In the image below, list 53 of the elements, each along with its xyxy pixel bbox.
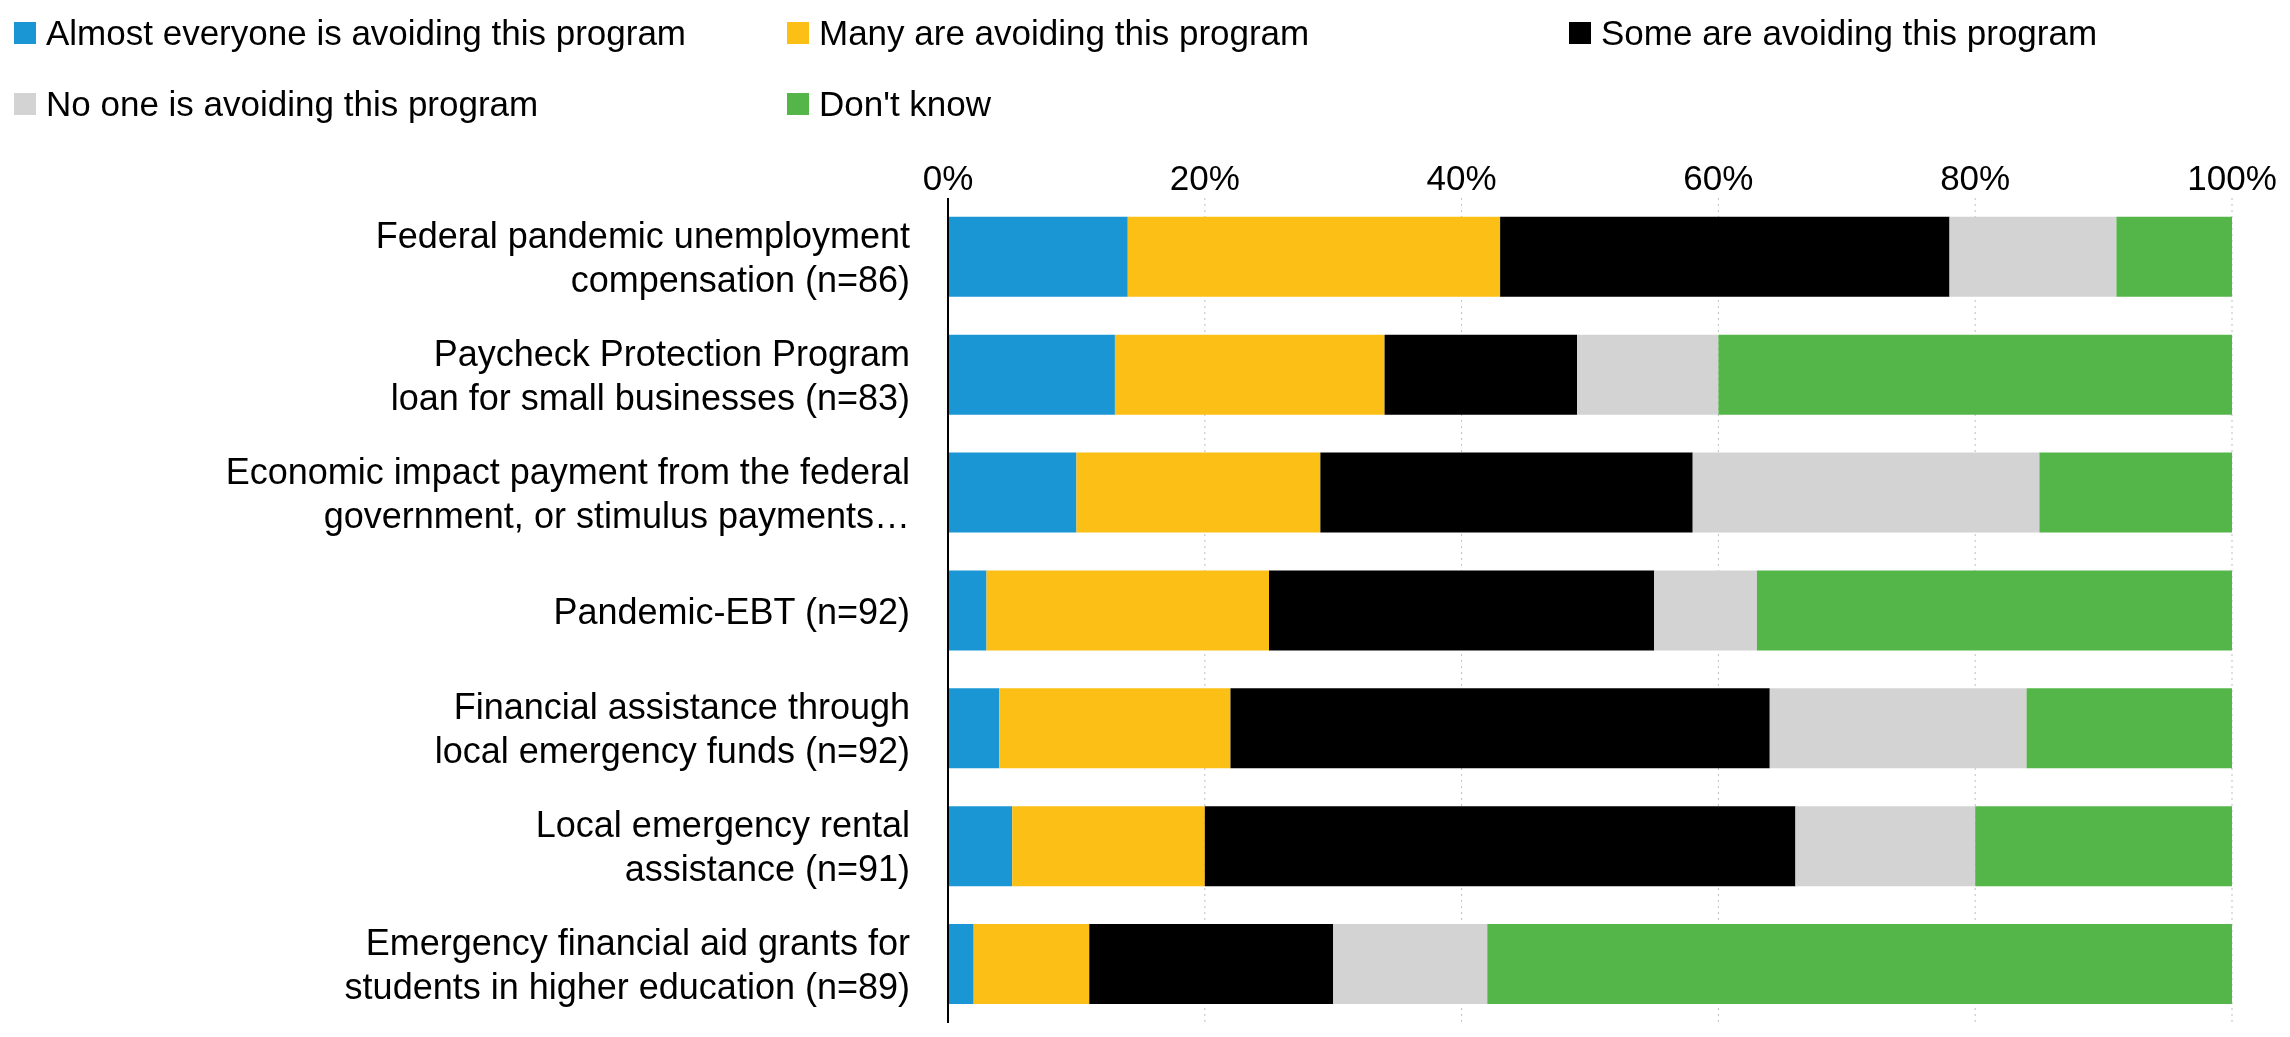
bar xyxy=(948,924,974,1004)
x-tick-label: 40% xyxy=(1426,158,1497,197)
y-tick-label: Financial assistance through local emergency funds (n=92) xyxy=(434,685,910,771)
bar xyxy=(948,688,1000,769)
bar xyxy=(1487,924,2232,1004)
bar xyxy=(1718,334,2232,415)
bar xyxy=(1654,570,1757,651)
bar xyxy=(1384,334,1578,415)
bar xyxy=(973,924,1090,1004)
legend-label: Some are avoiding this program xyxy=(1600,11,2099,54)
bar xyxy=(948,570,987,651)
bar xyxy=(2026,688,2232,769)
bar xyxy=(948,334,1115,415)
x-tick-label: 0% xyxy=(922,158,974,197)
bar xyxy=(1269,570,1655,651)
bar xyxy=(1230,688,1770,769)
bar xyxy=(1114,334,1385,415)
legend-label: Almost everyone is avoiding this program xyxy=(45,11,687,54)
bar xyxy=(948,216,1128,297)
legend-label: No one is avoiding this program xyxy=(45,82,540,125)
y-tick-label: Emergency financial aid grants for students in higher education (n=89) xyxy=(344,921,910,1007)
bar xyxy=(1076,452,1321,533)
bar xyxy=(1089,924,1334,1004)
x-tick-label: 60% xyxy=(1683,158,1754,197)
bar xyxy=(2039,452,2232,533)
bar xyxy=(948,806,1013,887)
bar xyxy=(948,452,1077,533)
x-tick-label: 100% xyxy=(2187,158,2277,197)
y-tick-label: Federal pandemic unemployment compensation (n=86) xyxy=(375,214,910,300)
y-tick-label: Economic impact payment from the federal government, or stimulus payments… xyxy=(225,450,910,536)
y-tick-label: Paycheck Protection Program loan for small businesses (n=83) xyxy=(390,332,910,418)
bar xyxy=(1500,216,1950,297)
bar xyxy=(1012,806,1205,887)
bar xyxy=(1975,806,2232,887)
bar xyxy=(1577,334,1719,415)
bar xyxy=(1795,806,1976,887)
y-tick-label: Local emergency rental assistance (n=91) xyxy=(535,803,910,889)
legend-label: Don't know xyxy=(818,82,993,125)
bar xyxy=(999,688,1231,769)
bar xyxy=(1769,688,2027,769)
bar xyxy=(1333,924,1488,1004)
bar xyxy=(1692,452,2040,533)
bar xyxy=(1127,216,1501,297)
bar xyxy=(1204,806,1796,887)
bar xyxy=(986,570,1269,651)
x-tick-label: 20% xyxy=(1169,158,1240,197)
bar xyxy=(2116,216,2232,297)
bar xyxy=(1320,452,1693,533)
x-tick-label: 80% xyxy=(1940,158,2011,197)
bar xyxy=(1756,570,2232,651)
legend-label: Many are avoiding this program xyxy=(818,11,1311,54)
y-tick-label: Pandemic-EBT (n=92) xyxy=(553,590,910,631)
bar xyxy=(1949,216,2117,297)
